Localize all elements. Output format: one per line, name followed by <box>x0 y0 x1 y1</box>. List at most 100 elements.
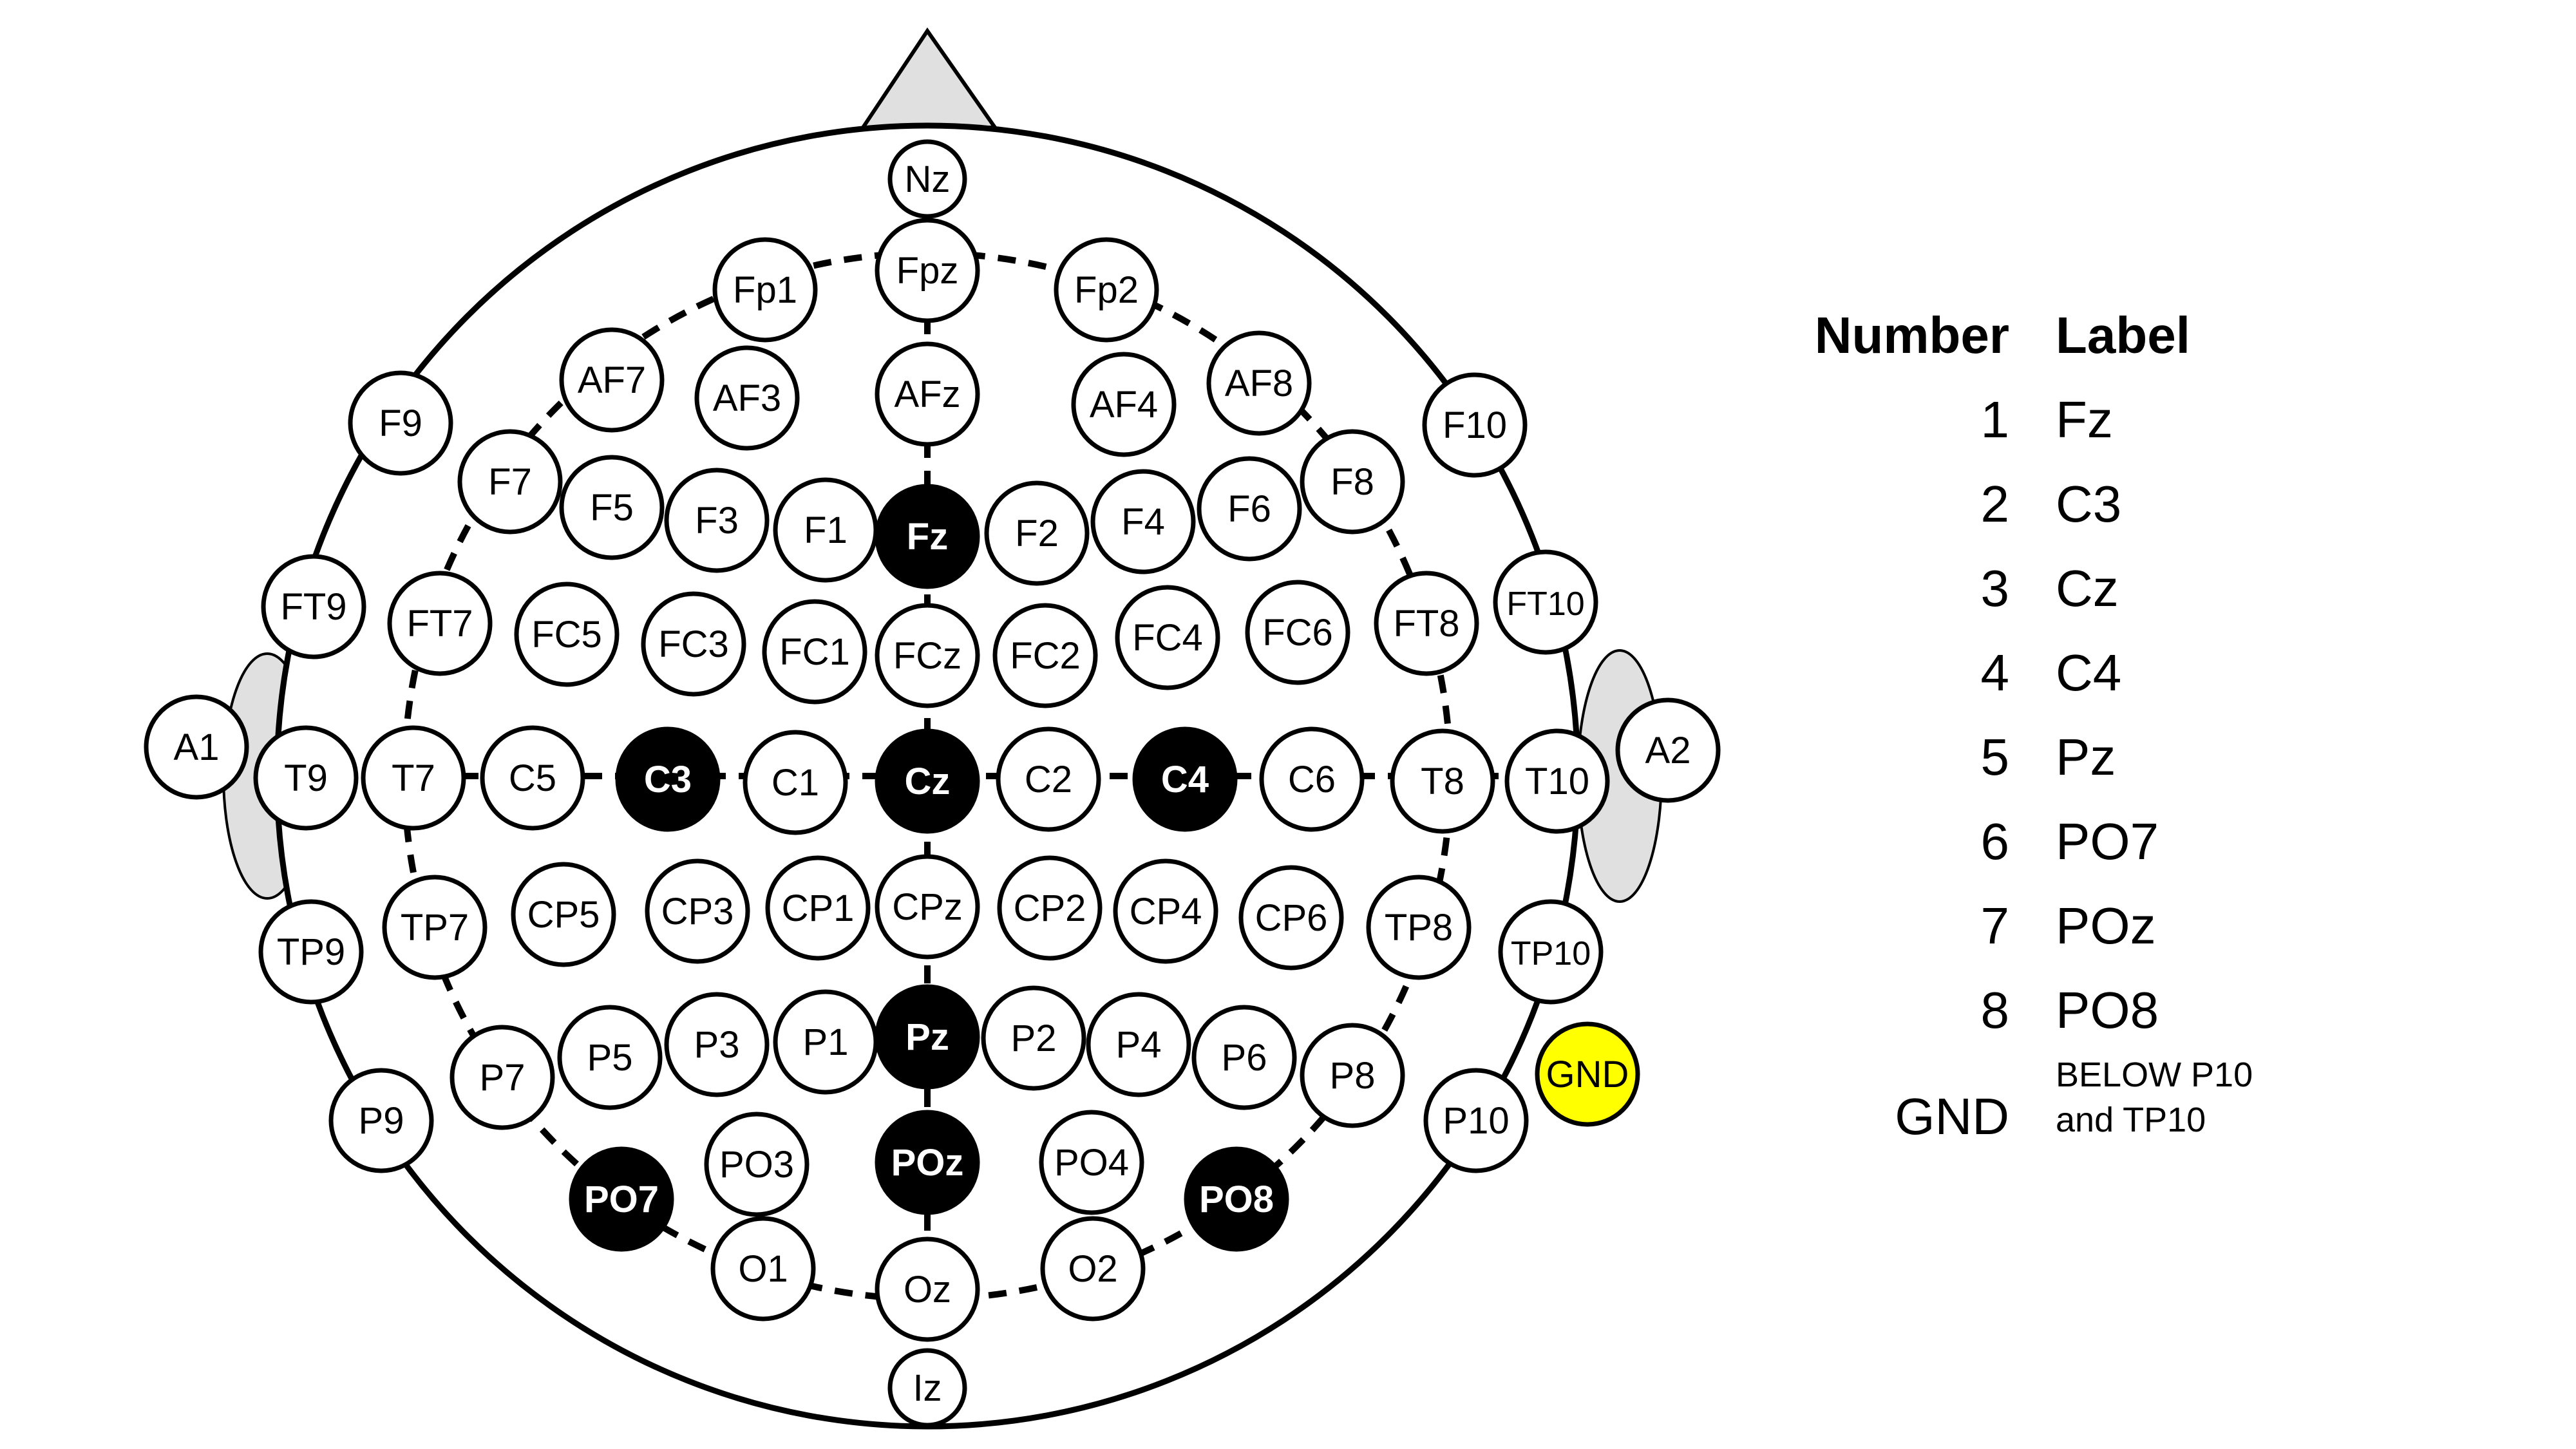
electrode-circle <box>1206 330 1312 436</box>
electrode-circle <box>887 1348 967 1428</box>
electrode-cz: Cz <box>875 728 980 834</box>
legend-number: 6 <box>1980 813 2010 870</box>
electrode-fp1: Fp1 <box>712 237 818 343</box>
electrode-label: CP6 <box>1255 897 1328 939</box>
electrode-label: PO8 <box>1199 1179 1274 1220</box>
electrode-label: T9 <box>284 757 328 799</box>
electrode-f7: F7 <box>457 429 563 535</box>
electrode-circle <box>457 429 563 535</box>
electrode-label: F5 <box>590 487 634 529</box>
electrode-o2: O2 <box>1040 1216 1146 1321</box>
electrode-label: Fp1 <box>733 269 797 311</box>
electrode-circle <box>1113 858 1218 964</box>
electrode-label: FC1 <box>779 631 850 673</box>
electrode-circle <box>1615 697 1721 803</box>
electrode-t9: T9 <box>253 725 359 831</box>
electrode-label: TP7 <box>401 907 469 949</box>
electrode-circle <box>765 855 871 961</box>
electrode-circle <box>710 1216 816 1321</box>
electrode-label: Fpz <box>896 250 959 292</box>
electrode-circle <box>261 554 366 659</box>
legend-table: Number Label 1 Fz 2 C3 3 Cz 4 C4 5 Pz 6 … <box>1803 293 2254 1181</box>
electrode-fc6: FC6 <box>1245 580 1350 685</box>
electrode-circle <box>875 728 980 834</box>
electrode-iz: Iz <box>887 1348 967 1428</box>
electrode-circle <box>762 599 867 705</box>
electrode-po7: PO7 <box>569 1146 674 1252</box>
electrode-p1: P1 <box>773 989 878 1095</box>
electrode-label: Cz <box>905 761 951 802</box>
electrode-label: C1 <box>772 762 819 804</box>
electrode-circle <box>887 139 967 219</box>
electrode-nz: Nz <box>887 139 967 219</box>
electrode-label: F9 <box>379 402 422 444</box>
electrode-p4: P4 <box>1086 992 1191 1097</box>
electrode-label: P8 <box>1330 1055 1376 1097</box>
electrode-circle <box>664 992 770 1097</box>
legend-row: 8 PO8 <box>1803 968 2254 1052</box>
electrode-circle <box>1300 429 1405 535</box>
electrode-ft9: FT9 <box>261 554 366 659</box>
electrode-circle <box>1054 237 1159 343</box>
electrode-label: O2 <box>1068 1248 1117 1290</box>
electrode-circle <box>1504 728 1610 834</box>
electrode-af7: AF7 <box>559 327 665 433</box>
eeg-head-diagram: Nz Fpz Fp1 Fp2 AF7 AF3 AFz AF4 AF8 F9 F7 F5 F3 F1 Fz F2… <box>144 27 1721 1430</box>
electrode-circle <box>704 1112 810 1217</box>
legend-header-label: Label <box>2056 307 2190 364</box>
legend-row: 5 Pz <box>1803 715 2254 799</box>
legend-row: 7 POz <box>1803 884 2254 968</box>
electrode-label: FT10 <box>1506 585 1584 623</box>
electrode-label: CP4 <box>1130 891 1202 933</box>
electrode-circle <box>348 370 453 476</box>
electrode-oz: Oz <box>875 1236 980 1342</box>
electrode-label: P6 <box>1222 1037 1267 1079</box>
electrode-circle <box>992 603 1098 708</box>
electrode-af4: AF4 <box>1071 352 1177 457</box>
electrode-cp5: CP5 <box>511 862 616 967</box>
electrode-p2: P2 <box>981 985 1086 1091</box>
electrode-circle <box>664 468 770 573</box>
electrode-fc5: FC5 <box>514 582 620 687</box>
electrode-f5: F5 <box>559 455 665 560</box>
electrode-label: CPz <box>892 886 963 928</box>
electrode-label: F3 <box>695 500 739 542</box>
electrode-circle <box>253 725 359 831</box>
electrode-gnd: GND <box>1535 1021 1640 1127</box>
electrode-circle <box>382 875 488 980</box>
electrode-label: TP9 <box>277 931 345 973</box>
electrode-circle <box>1132 726 1238 832</box>
electrode-p5: P5 <box>557 1005 663 1110</box>
electrode-o1: O1 <box>710 1216 816 1321</box>
electrode-label: PO4 <box>1054 1142 1129 1184</box>
electrode-f6: F6 <box>1197 456 1302 562</box>
electrode-fp2: Fp2 <box>1054 237 1159 343</box>
legend-label: POz <box>2056 897 2156 954</box>
electrode-label: FC4 <box>1132 617 1203 659</box>
electrode-circle <box>559 327 665 433</box>
electrode-label: T10 <box>1525 761 1589 802</box>
legend-number: 1 <box>1980 391 2010 448</box>
electrode-t8: T8 <box>1390 728 1495 834</box>
electrode-label: Fz <box>907 516 948 558</box>
electrode-circle <box>569 1146 674 1252</box>
electrode-label: FC2 <box>1010 635 1081 677</box>
electrode-label: P10 <box>1443 1100 1509 1142</box>
electrode-label: FT7 <box>406 603 473 645</box>
electrode-label: FC5 <box>531 614 602 656</box>
electrode-cp6: CP6 <box>1238 865 1344 971</box>
electrode-circle <box>712 237 818 343</box>
electrode-label: P5 <box>587 1037 633 1079</box>
electrode-circle <box>1374 571 1479 676</box>
electrode-circle <box>875 603 980 708</box>
electrode-label: T8 <box>1421 761 1464 802</box>
electrode-circle <box>328 1068 434 1173</box>
electrode-t10: T10 <box>1504 728 1610 834</box>
electrode-circle <box>1039 1110 1144 1215</box>
electrode-circle <box>875 1236 980 1342</box>
electrode-label: P9 <box>359 1100 404 1142</box>
electrode-a2: A2 <box>1615 697 1721 803</box>
electrode-label: FCz <box>893 635 961 677</box>
legend-row: 2 C3 <box>1803 462 2254 546</box>
electrode-circle <box>144 694 249 800</box>
